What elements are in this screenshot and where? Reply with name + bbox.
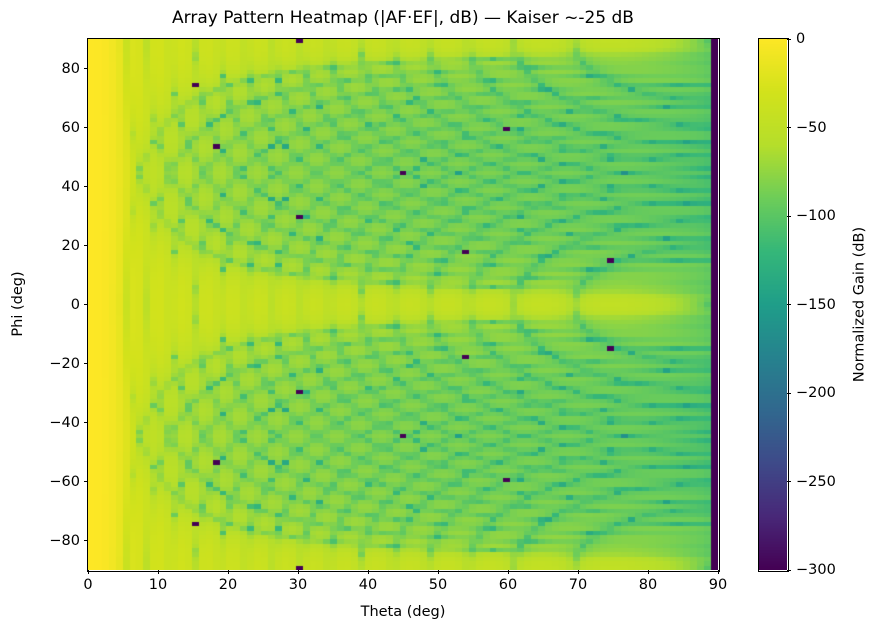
colorbar-tick [787, 127, 791, 128]
colorbar-label: Normalized Gain (dB) [851, 226, 868, 383]
colorbar-tick-label: −100 [796, 208, 836, 224]
x-tick [647, 570, 649, 574]
y-tick [84, 127, 88, 128]
y-tick [84, 68, 88, 69]
x-tick-label: 30 [288, 577, 308, 593]
y-tick [84, 540, 88, 541]
colorbar-tick [787, 215, 791, 217]
x-tick [577, 570, 579, 574]
y-tick [84, 363, 88, 364]
x-tick-label: 20 [218, 577, 238, 593]
y-tick [84, 422, 88, 423]
colorbar-tick-label: −300 [796, 562, 836, 578]
heatmap-canvas [88, 39, 718, 570]
x-tick-label: 70 [568, 577, 588, 593]
x-tick [297, 570, 299, 574]
y-tick-label: −60 [49, 473, 80, 490]
y-tick [84, 481, 88, 482]
colorbar-tick-label: −250 [796, 473, 836, 490]
colorbar-tick-label: −50 [796, 119, 827, 136]
y-tick-label: 60 [61, 119, 80, 136]
x-axis-label: Theta (deg) [360, 604, 446, 620]
colorbar-tick [787, 481, 791, 482]
x-tick [87, 570, 89, 574]
colorbar-tick [787, 304, 791, 305]
x-tick [437, 570, 439, 574]
colorbar-tick [787, 569, 791, 571]
colorbar [758, 38, 789, 572]
y-tick [84, 186, 88, 187]
y-tick-label: 20 [61, 237, 80, 254]
y-tick-label: 40 [61, 178, 80, 195]
colorbar-tick-label: −150 [796, 296, 836, 313]
plot-title: Array Pattern Heatmap (|AF·EF|, dB) — Ka… [172, 8, 634, 28]
heatmap-plot-area [87, 38, 720, 572]
x-tick [227, 570, 229, 574]
x-tick-label: 10 [148, 577, 168, 593]
colorbar-canvas [759, 39, 787, 570]
x-tick-label: 50 [428, 577, 448, 593]
y-tick [84, 245, 88, 246]
x-tick-label: 0 [83, 577, 93, 593]
y-tick-label: −80 [49, 532, 80, 549]
y-tick-label: −20 [49, 355, 80, 372]
y-axis-label: Phi (deg) [10, 271, 26, 337]
y-tick-label: 80 [61, 60, 80, 77]
x-tick [157, 570, 159, 574]
x-tick [507, 570, 509, 574]
colorbar-tick [787, 38, 791, 40]
x-tick-label: 60 [498, 577, 518, 593]
x-tick [717, 570, 719, 574]
y-tick-label: 0 [70, 296, 80, 313]
y-tick-label: −40 [49, 414, 80, 431]
x-tick [367, 570, 369, 574]
y-tick [84, 304, 88, 305]
x-tick-label: 80 [638, 577, 658, 593]
x-tick-label: 40 [358, 577, 378, 593]
colorbar-tick-label: 0 [796, 31, 806, 47]
x-tick-label: 90 [708, 577, 728, 593]
colorbar-tick [787, 392, 791, 394]
colorbar-tick-label: −200 [796, 385, 836, 401]
